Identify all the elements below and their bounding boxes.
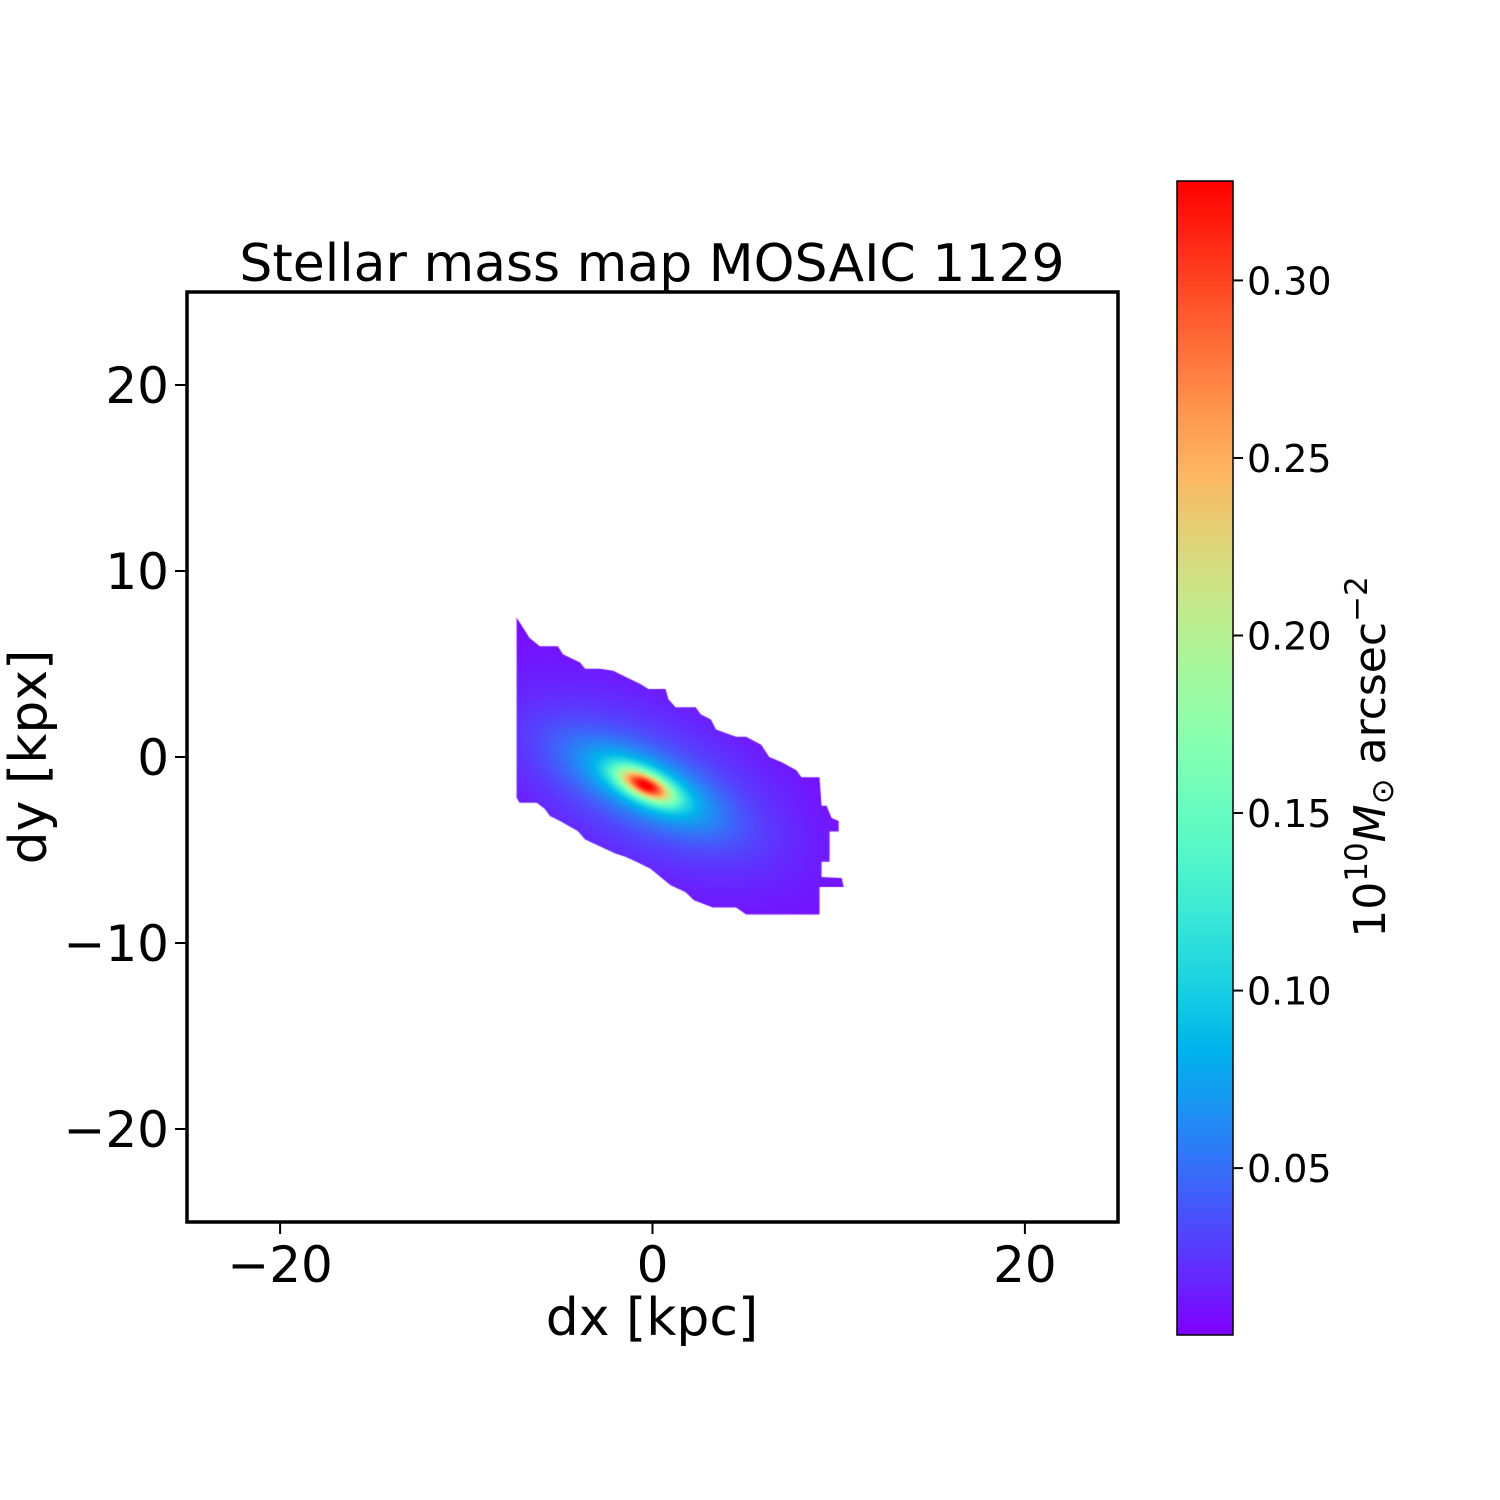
colorbar-tick-label: 0.15 [1247,792,1332,836]
colorbar-tick-label: 0.10 [1247,970,1332,1014]
colorbar-tick-label: 0.05 [1247,1147,1332,1191]
y-axis-label: dy [kpx] [0,650,59,865]
colorbar-label-base: 10 [1345,882,1396,938]
colorbar-label-exp: 10 [1339,842,1375,881]
colorbar-gradient [1177,181,1233,1335]
x-tick-label: 0 [637,1236,669,1294]
x-tick-label: −20 [227,1236,333,1294]
colorbar-label: 1010M⊙ arcsec−2 [1339,576,1401,938]
colorbar-frame [1176,180,1234,1336]
y-tick-label: −20 [63,1101,169,1159]
y-tick-label: 10 [105,543,169,601]
colorbar-label-tail: arcsec [1345,622,1396,778]
colorbar-tick-label: 0.20 [1247,614,1332,658]
plot-frame [185,290,1120,1224]
x-axis-label: dx [kpc] [546,1288,759,1348]
y-tick-label: 0 [137,729,169,787]
colorbar-label-sub: ⊙ [1365,778,1401,804]
colorbar-tick-label: 0.25 [1247,437,1332,481]
y-tick-label: 20 [105,357,169,415]
heatmap-image [187,292,1118,1222]
colorbar-label-unit: M [1345,804,1396,842]
x-tick-label: 20 [993,1236,1057,1294]
colorbar-tick-label: 0.30 [1247,259,1332,303]
chart-title: Stellar mass map MOSAIC 1129 [239,234,1064,294]
colorbar-label-tail-exp: −2 [1339,576,1375,622]
y-tick-label: −10 [63,915,169,973]
